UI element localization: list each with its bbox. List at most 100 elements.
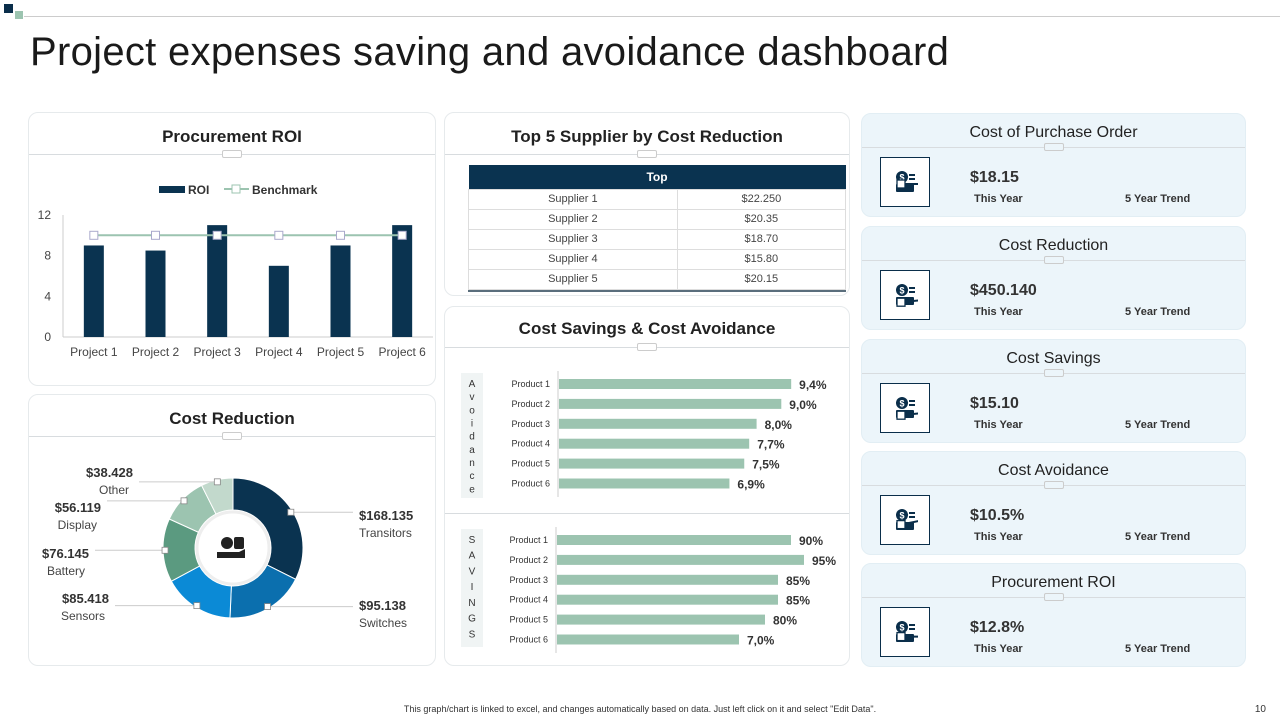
benchmark-point	[274, 230, 284, 240]
svg-text:$: $	[899, 511, 904, 521]
y-tick-label: 0	[44, 330, 51, 344]
money-hand-icon	[221, 537, 233, 549]
page-title: Project expenses saving and avoidance da…	[30, 30, 950, 74]
trend-label: 5 Year Trend	[1125, 643, 1191, 655]
kpi-value: $450.140	[970, 282, 1037, 299]
y-tick-label: 4	[44, 289, 51, 303]
slice-label: Other	[99, 483, 129, 497]
kpi-sub: This Year	[974, 643, 1023, 655]
hbar	[559, 398, 782, 409]
kpi-value: $15.10	[970, 395, 1019, 412]
table-row[interactable]: Supplier 1 $22.250	[468, 188, 847, 210]
trend-point	[896, 297, 906, 307]
side-label-letter: S	[469, 535, 476, 546]
hand-icon	[217, 549, 245, 558]
page-number: 10	[1254, 704, 1266, 715]
category-label: Product 6	[509, 635, 548, 645]
donut-slice	[232, 477, 304, 580]
slice-value: $56.119	[55, 500, 101, 515]
svg-text:$: $	[899, 173, 904, 183]
svg-text:$: $	[899, 399, 904, 409]
slice-label: Transitors	[359, 526, 412, 540]
kpi-card: Cost Savings $ $15.10 This Year 5 Year T…	[861, 339, 1246, 443]
table-row[interactable]: Supplier 4 $15.80	[468, 248, 847, 270]
x-tick-label: Project 2	[132, 345, 180, 359]
card-title: Cost Reduction	[169, 409, 295, 428]
trend-label: 5 Year Trend	[1125, 419, 1191, 431]
legend-benchmark-marker	[231, 184, 241, 194]
trend-sparkline[interactable]	[1087, 380, 1232, 414]
coin-stack-icon	[234, 537, 244, 549]
dollar-bars-icon: $	[880, 495, 930, 545]
hbar	[557, 535, 791, 545]
hbar	[559, 478, 730, 489]
roi-chart[interactable]: 0 4 8 12 Project 1 Project 2 Project 3 Project …	[29, 113, 437, 387]
card-title: Procurement ROI	[162, 127, 302, 146]
kpi-card: Cost Avoidance $ $10.5% This Year 5 Year…	[861, 451, 1246, 555]
slice-marker	[193, 602, 201, 610]
cost-reduction-card: Cost Reduction $168.135 Transitors $95.138…	[28, 394, 436, 666]
roi-bar	[330, 245, 351, 337]
hbar	[557, 554, 804, 565]
kpi-title: Cost of Purchase Order	[969, 124, 1138, 141]
kpi-card: Cost Reduction $ $450.140 This Year 5 Ye…	[861, 226, 1246, 330]
trend-sparkline[interactable]	[1087, 492, 1232, 526]
donut-chart[interactable]: $168.135 Transitors $95.138 Switches $85.418…	[29, 395, 437, 667]
trend-sparkline[interactable]	[1087, 154, 1232, 188]
category-label: Product 6	[511, 479, 550, 489]
horizontal-bar-charts[interactable]: Product 1 9,4% Product 2 9,0% Product 3 8,0% P…	[445, 307, 851, 667]
kpi-card: Cost of Purchase Order $ $18.15 This Yea…	[861, 113, 1246, 217]
side-label-letter: e	[469, 484, 475, 495]
kpi-sub: This Year	[974, 531, 1023, 543]
benchmark-point	[212, 230, 222, 240]
hbar	[557, 594, 778, 605]
x-tick-label: Project 6	[378, 345, 426, 359]
slice-value: $168.135	[359, 508, 413, 523]
donut-center	[195, 510, 271, 586]
category-label: Product 3	[509, 575, 548, 585]
trend-sparkline[interactable]	[1087, 604, 1232, 638]
supplier-value: $15.80	[676, 248, 847, 270]
trend-label: 5 Year Trend	[1125, 306, 1191, 318]
trend-sparkline[interactable]	[1087, 267, 1232, 301]
value-label: 6,9%	[737, 478, 765, 492]
slice-label: Sensors	[61, 609, 105, 623]
trend-point	[896, 631, 906, 642]
y-tick-label: 8	[44, 249, 51, 263]
value-label: 9,0%	[789, 398, 817, 412]
roi-bar	[83, 245, 104, 337]
legend-roi-label: ROI	[188, 183, 209, 197]
category-label: Product 4	[511, 439, 550, 449]
card-title: Top 5 Supplier by Cost Reduction	[511, 127, 783, 146]
slice-marker	[180, 497, 188, 505]
table-row[interactable]: Supplier 3 $18.70	[468, 228, 847, 250]
roi-bar	[207, 225, 228, 337]
logo-square-accent	[15, 11, 23, 19]
x-tick-label: Project 3	[193, 345, 241, 359]
trend-label: 5 Year Trend	[1125, 193, 1191, 205]
benchmark-point	[151, 230, 160, 240]
supplier-value: $20.35	[676, 208, 847, 230]
procurement-roi-card: Procurement ROI 0 4 8 12 Project 1 Project 2 P…	[28, 112, 436, 386]
trend-point	[896, 519, 906, 530]
hbar	[557, 634, 739, 645]
slice-value: $85.418	[62, 591, 109, 606]
slice-label: Display	[58, 518, 97, 532]
roi-bar	[145, 250, 166, 337]
category-label: Product 5	[511, 459, 550, 469]
footer-note: This graph/chart is linked to excel, and…	[403, 704, 877, 714]
hand-coin-icon: $	[880, 383, 930, 433]
slice-label: Switches	[359, 616, 407, 630]
supplier-value: $18.70	[676, 228, 847, 250]
table-row[interactable]: Supplier 2 $20.35	[468, 208, 847, 230]
side-label-letter: n	[469, 458, 475, 469]
table-row[interactable]: Supplier 5 $20.15	[468, 268, 847, 290]
benchmark-point	[397, 230, 407, 240]
value-label: 85%	[786, 594, 810, 608]
svg-text:$: $	[899, 286, 904, 296]
kpi-value: $12.8%	[970, 619, 1025, 636]
side-label-letter: i	[471, 418, 473, 429]
slice-marker	[161, 546, 169, 554]
divider	[24, 16, 1280, 17]
category-label: Product 2	[509, 555, 548, 565]
